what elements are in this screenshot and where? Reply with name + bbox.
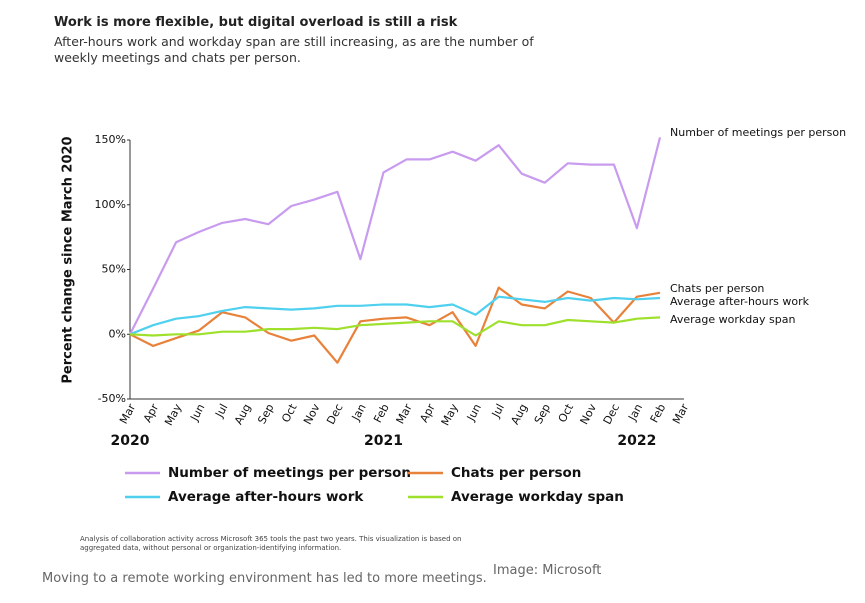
x-tick-label: Jun (187, 402, 207, 424)
chart: Percent change since March 2020 -50% 0% 50… (61, 126, 847, 505)
x-tick-label: May (439, 401, 461, 428)
y-tick-label: 150% (95, 133, 126, 146)
legend-label: Average workday span (451, 489, 624, 505)
x-tick-label: Oct (279, 401, 300, 425)
legend-label: Average after-hours work (168, 489, 364, 505)
y-tick-label: 50% (102, 263, 126, 276)
y-axis-label: Percent change since March 2020 (61, 136, 76, 383)
x-tick-label: Apr (417, 401, 438, 424)
x-tick-label: Aug (508, 402, 530, 427)
series-end-label: Number of meetings per person (670, 126, 846, 139)
y-tick-label: 0% (109, 327, 126, 340)
year-label: 2021 (364, 433, 403, 449)
x-tick-label: Feb (371, 402, 392, 425)
x-tick-label: Jul (489, 402, 507, 421)
chart-title: Work is more flexible, but digital overl… (54, 15, 458, 30)
credit: Image: Microsoft (493, 563, 602, 578)
x-tick-label: Dec (601, 402, 622, 427)
footnote: Analysis of collaboration activity acros… (80, 535, 462, 552)
x-tick-label: Jun (464, 402, 484, 424)
year-label: 2020 (111, 433, 150, 449)
x-tick-label: Aug (232, 402, 254, 427)
x-tick-label: Nov (301, 401, 323, 426)
x-tick-label: Jul (212, 402, 230, 421)
year-label: 2022 (617, 433, 656, 449)
series-line (129, 295, 661, 336)
x-tick-label: Dec (324, 402, 345, 427)
series-line (129, 137, 662, 335)
x-tick-label: Feb (648, 402, 669, 425)
legend-label: Chats per person (451, 465, 581, 481)
x-tick-label: Mar (117, 401, 138, 426)
legend-label: Number of meetings per person (168, 465, 411, 481)
series-line (129, 286, 661, 364)
series-end-label: Average after-hours work (670, 295, 810, 308)
x-tick-label: Apr (141, 401, 162, 424)
series-end-label: Chats per person (670, 282, 764, 295)
x-tick-label: Mar (670, 401, 691, 426)
x-tick-label: Mar (394, 401, 415, 426)
series-end-label: Average workday span (670, 313, 795, 326)
chart-subtitle: After-hours work and workday span are st… (54, 34, 534, 65)
y-tick-label: 100% (95, 198, 126, 211)
y-tick-label: -50% (98, 392, 126, 405)
x-tick-label: Nov (578, 401, 600, 426)
x-tick-label: Jan (625, 402, 645, 424)
x-tick-label: Jan (349, 402, 369, 424)
x-tick-label: Oct (556, 401, 577, 425)
x-tick-label: May (162, 401, 184, 428)
caption: Moving to a remote working environment h… (42, 571, 487, 586)
x-tick-label: Sep (255, 402, 276, 426)
x-tick-label: Sep (532, 402, 553, 426)
series-line (129, 316, 661, 337)
